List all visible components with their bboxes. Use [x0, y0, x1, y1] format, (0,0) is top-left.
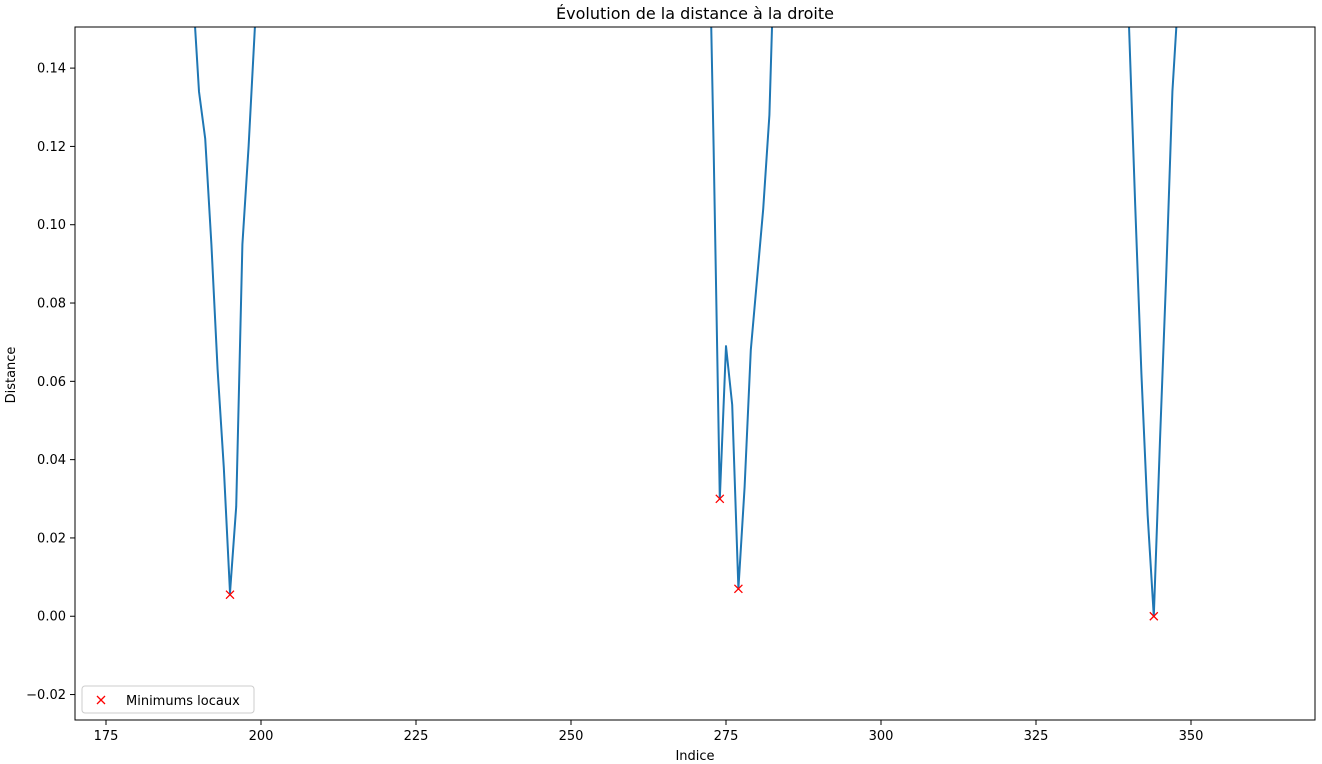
minimum-marker [715, 494, 725, 504]
plot-frame [74, 26, 1316, 721]
y-tick-label: 0.06 [37, 375, 66, 390]
x-tick-label: 325 [1024, 729, 1049, 744]
legend: Minimums locaux [81, 685, 255, 714]
minimum-marker [1149, 611, 1159, 621]
y-tick-label: 0.04 [37, 453, 66, 468]
x-tick-label: 225 [404, 729, 429, 744]
series-line [710, 27, 774, 590]
x-tick-label: 350 [1179, 729, 1204, 744]
plot-area [194, 27, 1178, 621]
y-tick-label: 0.14 [37, 62, 66, 77]
x-tick-label: 250 [559, 729, 584, 744]
y-tick-label: −0.02 [26, 688, 66, 703]
y-axis-label: Distance [4, 347, 19, 404]
y-tick-label: 0.08 [37, 297, 66, 312]
x-tick-label: 200 [249, 729, 274, 744]
legend-marker-icon [96, 695, 106, 705]
chart-title: Évolution de la distance à la droite [556, 4, 834, 23]
minimum-marker [733, 584, 743, 594]
x-tick-label: 300 [869, 729, 894, 744]
legend-box [81, 685, 255, 714]
x-axis-label: Indice [675, 749, 714, 764]
y-tick-label: 0.12 [37, 140, 66, 155]
y-tick-label: 0.02 [37, 531, 66, 546]
legend-label: Minimums locaux [126, 694, 240, 709]
y-tick-label: 0.10 [37, 218, 66, 233]
minimum-marker [225, 590, 235, 600]
series-line [194, 27, 256, 594]
y-tick-label: 0.00 [37, 610, 66, 625]
series-line [1128, 27, 1178, 618]
x-tick-label: 275 [714, 729, 739, 744]
x-tick-label: 175 [94, 729, 119, 744]
axes: 175 200 225 250 275 300 325 350 −0.02 0.00 0.02 0.0… [26, 26, 1316, 744]
